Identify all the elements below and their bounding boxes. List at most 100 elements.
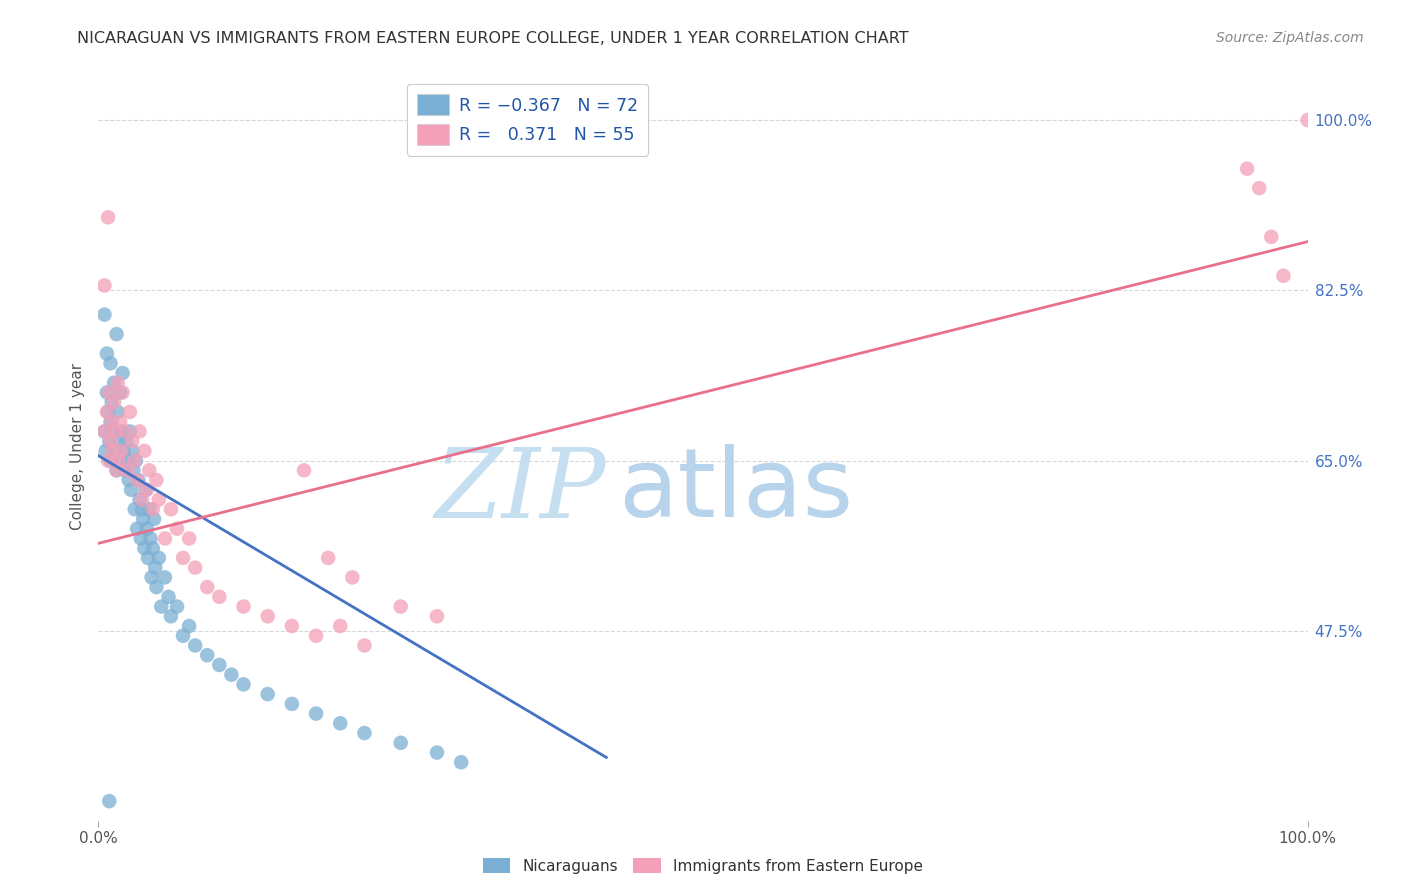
Point — [104, 443, 127, 458]
Legend: Nicaraguans, Immigrants from Eastern Europe: Nicaraguans, Immigrants from Eastern Eur… — [477, 852, 929, 880]
Point — [131, 502, 153, 516]
Point — [139, 532, 162, 546]
Point — [125, 453, 148, 467]
Point — [96, 346, 118, 360]
Point — [305, 629, 328, 643]
Point — [100, 356, 122, 370]
Point — [105, 327, 128, 342]
Point — [389, 599, 412, 614]
Point — [100, 434, 122, 449]
Point — [112, 443, 135, 458]
Point — [145, 580, 167, 594]
Point — [142, 541, 165, 556]
Point — [132, 512, 155, 526]
Point — [108, 453, 131, 467]
Point — [96, 385, 118, 400]
Point — [108, 415, 131, 429]
Point — [98, 385, 121, 400]
Point — [134, 541, 156, 556]
Point — [1272, 268, 1295, 283]
Point — [96, 405, 118, 419]
Point — [120, 483, 142, 497]
Point — [166, 522, 188, 536]
Point — [135, 522, 157, 536]
Point — [128, 425, 150, 439]
Point — [115, 434, 138, 449]
Point — [97, 453, 120, 467]
Point — [100, 415, 122, 429]
Point — [232, 599, 254, 614]
Point — [160, 502, 183, 516]
Point — [179, 532, 201, 546]
Point — [281, 619, 304, 633]
Point — [143, 560, 166, 574]
Point — [118, 425, 141, 439]
Point — [93, 425, 115, 439]
Point — [1249, 181, 1271, 195]
Point — [292, 463, 315, 477]
Point — [127, 522, 149, 536]
Point — [97, 405, 120, 419]
Point — [329, 619, 352, 633]
Point — [145, 473, 167, 487]
Point — [93, 308, 115, 322]
Point — [153, 532, 176, 546]
Point — [97, 211, 120, 225]
Point — [122, 463, 145, 477]
Point — [142, 502, 165, 516]
Point — [221, 667, 243, 681]
Y-axis label: College, Under 1 year: College, Under 1 year — [69, 362, 84, 530]
Point — [108, 453, 131, 467]
Point — [108, 434, 131, 449]
Point — [184, 560, 207, 574]
Point — [101, 443, 124, 458]
Point — [316, 550, 339, 565]
Point — [208, 657, 231, 672]
Point — [148, 550, 170, 565]
Text: ZIP: ZIP — [434, 444, 606, 538]
Point — [426, 746, 449, 760]
Point — [135, 483, 157, 497]
Point — [98, 794, 121, 808]
Point — [121, 443, 143, 458]
Point — [305, 706, 328, 721]
Point — [172, 629, 194, 643]
Point — [124, 502, 146, 516]
Point — [121, 434, 143, 449]
Point — [127, 473, 149, 487]
Point — [195, 648, 218, 663]
Point — [124, 453, 146, 467]
Point — [135, 483, 157, 497]
Point — [93, 278, 115, 293]
Text: atlas: atlas — [619, 444, 853, 538]
Point — [118, 473, 141, 487]
Point — [114, 463, 136, 477]
Point — [134, 443, 156, 458]
Point — [389, 736, 412, 750]
Point — [103, 395, 125, 409]
Point — [110, 443, 132, 458]
Point — [111, 385, 134, 400]
Point — [107, 376, 129, 390]
Point — [111, 366, 134, 380]
Point — [143, 512, 166, 526]
Point — [148, 492, 170, 507]
Text: NICARAGUAN VS IMMIGRANTS FROM EASTERN EUROPE COLLEGE, UNDER 1 YEAR CORRELATION C: NICARAGUAN VS IMMIGRANTS FROM EASTERN EU… — [77, 31, 908, 46]
Point — [179, 619, 201, 633]
Point — [1260, 229, 1282, 244]
Point — [104, 425, 127, 439]
Point — [1236, 161, 1258, 176]
Point — [93, 425, 115, 439]
Point — [256, 609, 278, 624]
Point — [256, 687, 278, 701]
Point — [138, 502, 160, 516]
Point — [131, 492, 153, 507]
Point — [166, 599, 188, 614]
Point — [105, 463, 128, 477]
Point — [127, 473, 149, 487]
Point — [108, 385, 131, 400]
Point — [353, 726, 375, 740]
Point — [1296, 113, 1319, 128]
Point — [100, 395, 122, 409]
Point — [450, 756, 472, 770]
